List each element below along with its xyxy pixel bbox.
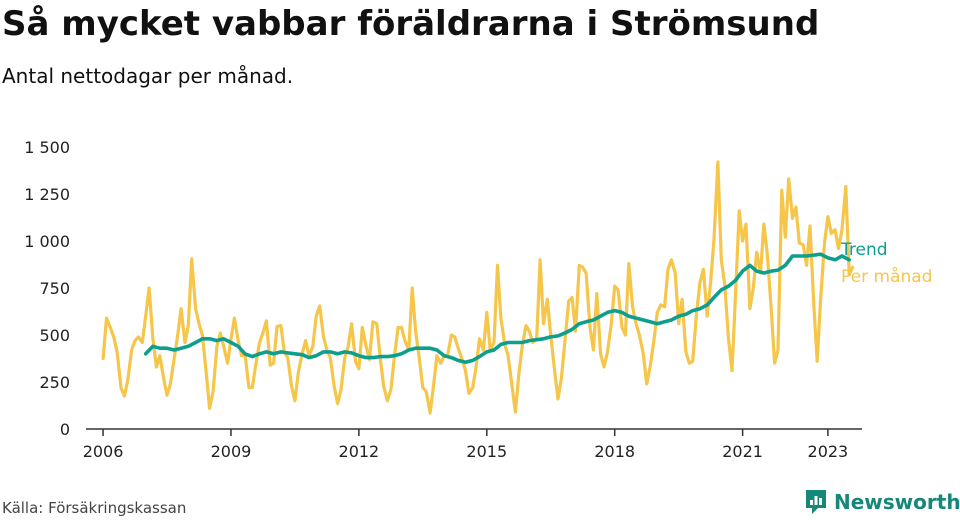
y-tick-label: 1 000 (24, 232, 70, 251)
legend-trend: Trend (840, 240, 888, 260)
x-tick-label: 2021 (722, 442, 763, 461)
legend: Per månad Trend (840, 240, 932, 287)
legend-per-manad: Per månad (841, 266, 932, 287)
y-tick-label: 750 (39, 279, 70, 298)
trend-line (143, 252, 851, 365)
x-tick-label: 2006 (83, 442, 124, 461)
series-layer (101, 160, 855, 415)
x-tick-label: 2023 (808, 442, 849, 461)
y-axis: 0 250 500 750 1 000 1 250 1 500 (24, 138, 70, 439)
chart-subtitle: Antal nettodagar per månad. (2, 64, 294, 88)
source-note: Källa: Försäkringskassan (2, 499, 187, 517)
y-tick-label: 1 500 (24, 138, 70, 157)
newsworthy-logo-icon (806, 490, 826, 514)
y-tick-label: 1 250 (24, 185, 70, 204)
y-tick-label: 500 (39, 326, 70, 345)
x-axis: 2006 2009 2012 2015 2018 2021 2023 (83, 428, 862, 461)
brand-name: Newsworthy (834, 490, 960, 514)
y-tick-label: 0 (60, 420, 70, 439)
y-tick-label: 250 (39, 373, 70, 392)
x-tick-label: 2015 (466, 442, 507, 461)
x-tick-label: 2012 (339, 442, 380, 461)
x-tick-label: 2018 (594, 442, 635, 461)
monthly-line (101, 160, 855, 415)
chart-title: Så mycket vabbar föräldrarna i Strömsund (2, 4, 820, 44)
x-tick-label: 2009 (211, 442, 252, 461)
newsworthy-brand: Newsworthy (804, 488, 960, 516)
